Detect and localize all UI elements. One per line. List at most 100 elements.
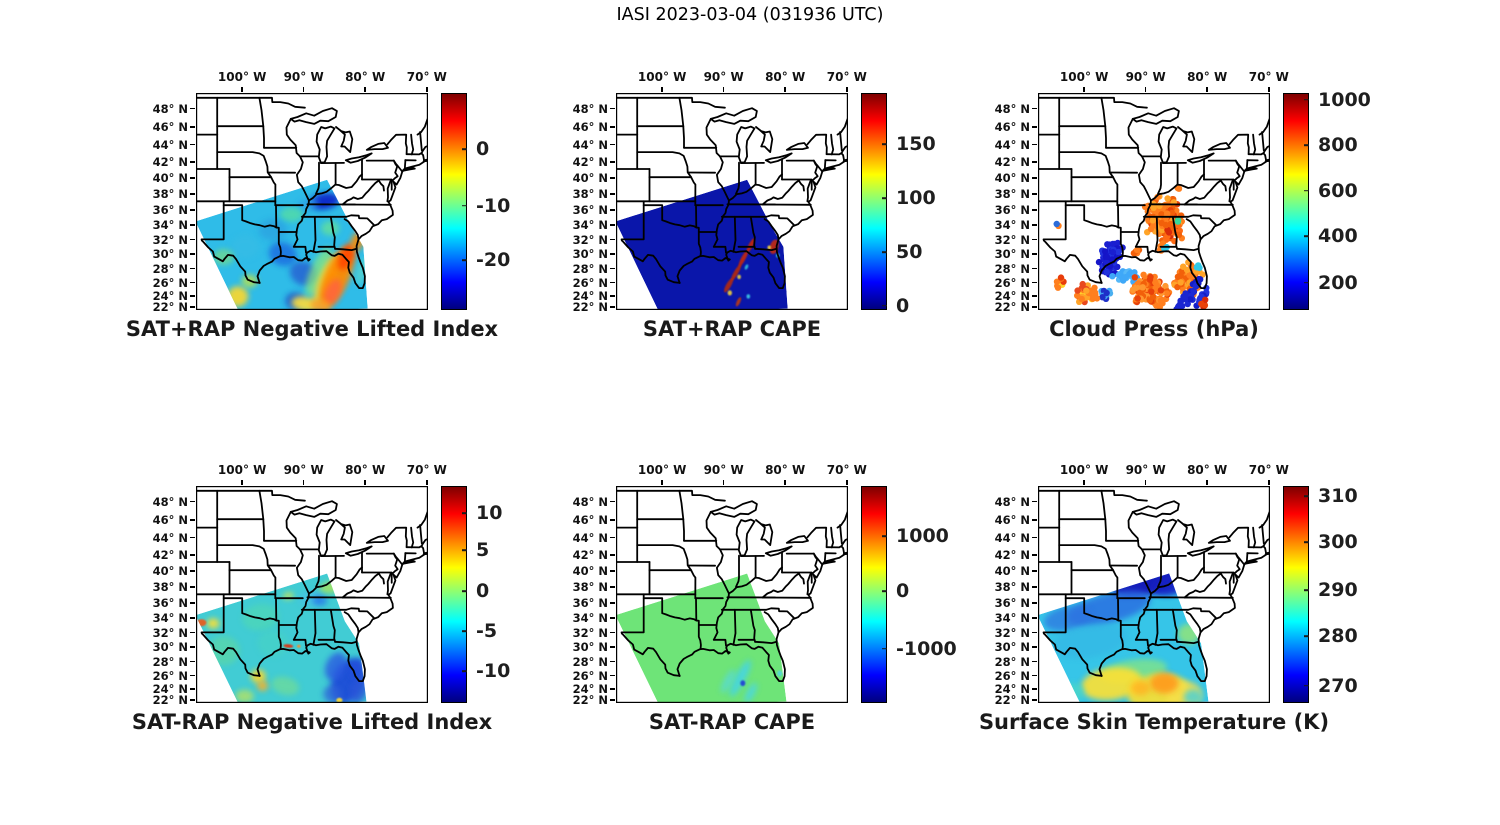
lat-tick-label: 34° N: [572, 217, 608, 232]
colorbar-tick-mark: [1304, 235, 1309, 238]
state-boundaries: [1038, 96, 1270, 289]
colorbar-tick-label: 200: [1318, 271, 1358, 294]
colorbar-tick-label: 10: [476, 502, 503, 525]
lat-tick-mark: [1032, 295, 1037, 298]
map-frame: [196, 486, 429, 704]
panel-title: SAT+RAP CAPE: [642, 317, 822, 341]
colorbar-tick-mark: [882, 143, 887, 145]
map-sat-minus-rap-negative-lifted-index: [196, 486, 429, 704]
map-surface-skin-temperature: [1038, 486, 1271, 704]
lat-tick-label: 38° N: [572, 187, 608, 202]
lat-tick-label: 24° N: [152, 682, 188, 697]
lat-tick-mark: [1032, 518, 1037, 521]
colorbar-tick-label: 600: [1318, 179, 1358, 202]
lon-tick-mark: [1144, 87, 1147, 92]
colorbar-tick-mark: [882, 647, 887, 650]
lat-tick-mark: [1032, 536, 1037, 539]
colorbar: 1000 0 -1000: [861, 486, 957, 703]
lat-tick-mark: [1032, 674, 1037, 677]
lon-tick-label: 90° W: [283, 463, 324, 477]
lat-tick-label: 42° N: [994, 154, 1030, 169]
lon-tick-mark: [722, 87, 725, 92]
lat-tick-label: 40° N: [572, 171, 608, 186]
lat-tick-mark: [1032, 586, 1037, 588]
lat-tick-label: 28° N: [994, 261, 1030, 276]
lat-tick-mark: [190, 518, 195, 521]
panel-title: Surface Skin Temperature (K): [978, 710, 1330, 734]
lon-tick-label: 100° W: [1059, 70, 1109, 84]
lon-tick-label: 70° W: [406, 463, 447, 477]
lat-tick-mark: [1032, 660, 1037, 663]
lat-tick-mark: [1032, 305, 1037, 308]
lat-tick-label: 40° N: [152, 171, 188, 186]
lat-tick-mark: [1032, 688, 1037, 691]
lat-tick-label: 42° N: [152, 547, 188, 562]
lon-tick-mark: [425, 480, 428, 485]
colorbar-tick-label: 1000: [1318, 88, 1371, 111]
lat-tick-mark: [1032, 616, 1037, 619]
map-cloud-press: [1038, 93, 1271, 311]
colorbar-tick-mark: [1304, 282, 1309, 284]
lon-tick-label: 100° W: [637, 70, 687, 84]
lat-tick-label: 30° N: [152, 640, 188, 655]
lon-tick-mark: [784, 480, 786, 485]
lat-tick-label: 44° N: [152, 530, 188, 545]
lat-axis: 48° N 46° N 44° N 42° N 40° N 38° N 36° N 34° N…: [134, 486, 188, 707]
lat-tick-label: 40° N: [572, 564, 608, 579]
map-sat-minus-rap-cape: [616, 486, 849, 704]
lat-tick-label: 34° N: [994, 610, 1030, 625]
lat-tick-label: 48° N: [152, 101, 188, 116]
colorbar-gradient: [441, 486, 467, 703]
lon-tick-label: 80° W: [765, 463, 806, 477]
lat-tick-mark: [190, 616, 195, 619]
lon-tick-mark: [364, 87, 366, 92]
panel-sat-plus-rap-cape: 100° W 90° W 80° W 70° W 48° N 46° N 44° N 42°…: [573, 70, 936, 341]
map-sat-plus-rap-cape: [616, 93, 849, 311]
lat-tick-mark: [610, 305, 615, 308]
lon-tick-label: 90° W: [1125, 463, 1166, 477]
lat-tick-label: 26° N: [572, 275, 608, 290]
lat-axis: 48° N 46° N 44° N 42° N 40° N 38° N 36° N 34° N…: [976, 486, 1030, 707]
lat-tick-mark: [190, 253, 195, 256]
lat-axis: 48° N 46° N 44° N 42° N 40° N 38° N 36° N 34° N…: [554, 486, 608, 707]
lon-tick-label: 70° W: [1248, 463, 1289, 477]
lon-tick-label: 80° W: [345, 70, 386, 84]
lat-tick-label: 22° N: [994, 299, 1030, 314]
lon-axis: 100° W 90° W 80° W 70° W: [196, 461, 447, 481]
lat-tick-label: 44° N: [994, 530, 1030, 545]
colorbar-tick-mark: [462, 148, 467, 151]
lat-tick-label: 30° N: [994, 640, 1030, 655]
map-frame: [1038, 93, 1271, 311]
colorbar-tick-mark: [1304, 541, 1309, 543]
lat-tick-label: 40° N: [152, 564, 188, 579]
data-swath: [616, 179, 788, 310]
lat-tick-label: 42° N: [572, 547, 608, 562]
colorbar-tick-label: -10: [476, 660, 511, 683]
lat-tick-label: 40° N: [994, 171, 1030, 186]
lat-tick-mark: [1032, 267, 1037, 270]
colorbar-tick-mark: [882, 197, 887, 200]
lat-tick-mark: [190, 208, 195, 211]
lon-tick-mark: [1144, 480, 1147, 485]
lon-axis: 100° W 90° W 80° W 70° W: [616, 461, 867, 481]
colorbar-tick-mark: [1304, 495, 1309, 497]
map-frame: [616, 486, 849, 704]
colorbar-tick-label: 800: [1318, 134, 1358, 157]
lat-tick-mark: [190, 223, 195, 226]
lat-tick-mark: [610, 570, 615, 572]
lon-tick-label: 90° W: [283, 70, 324, 84]
lat-tick-label: 28° N: [572, 654, 608, 669]
colorbar-gradient: [441, 93, 467, 310]
lat-axis: 48° N 46° N 44° N 42° N 40° N 38° N 36° N 34° N…: [554, 93, 608, 314]
lat-tick-mark: [610, 281, 615, 284]
lat-tick-mark: [610, 674, 615, 677]
lon-tick-mark: [845, 480, 848, 485]
colorbar-tick-mark: [1304, 589, 1309, 591]
lon-tick-label: 80° W: [1187, 463, 1228, 477]
lon-tick-mark: [241, 87, 243, 92]
state-boundaries: [616, 489, 848, 682]
lat-tick-mark: [1032, 570, 1037, 572]
panel-cloud-press: 100° W 90° W 80° W 70° W 48° N 46° N 44° N 42°…: [995, 70, 1371, 341]
lon-tick-label: 100° W: [217, 463, 267, 477]
